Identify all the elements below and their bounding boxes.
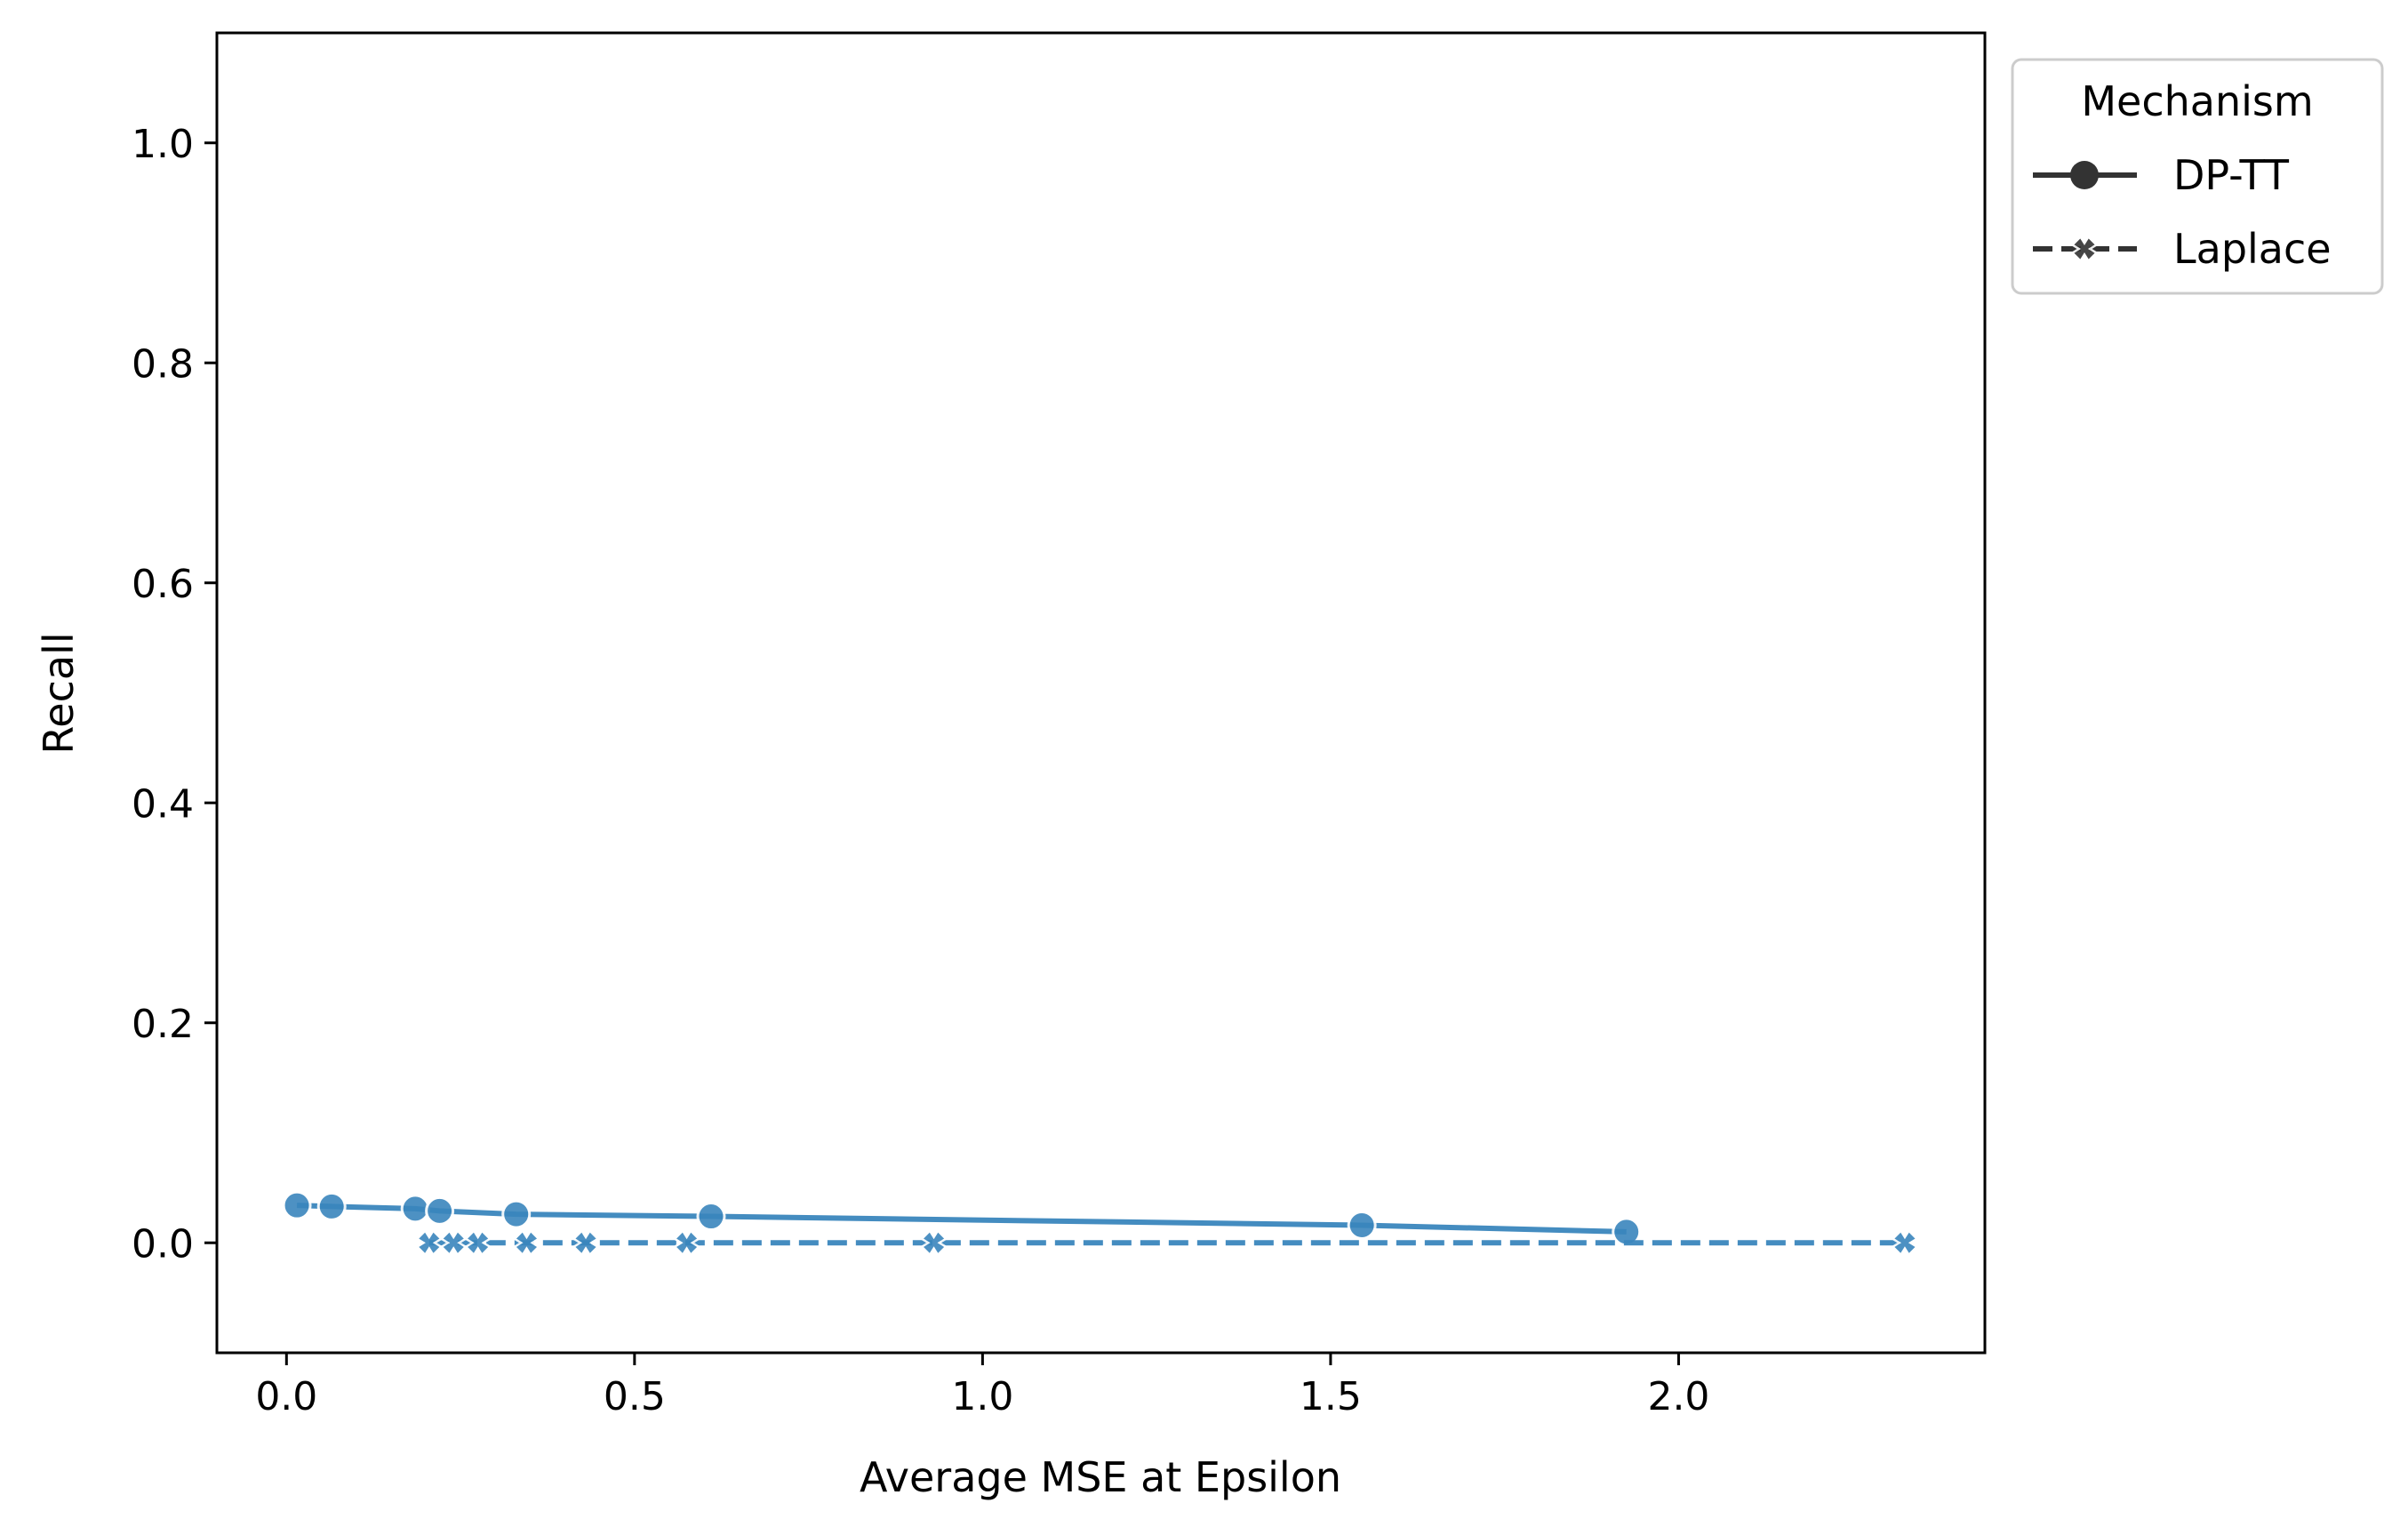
x-axis-label: Average MSE at Epsilon [860,1453,1341,1501]
data-point [464,1228,492,1257]
legend-item: Laplace [2033,225,2332,273]
data-point [316,1191,347,1221]
legend-marker [2070,235,2099,263]
data-point [512,1228,540,1257]
legend-box [2011,58,2384,295]
series-dp-tt [282,1190,1642,1247]
data-point [1891,1228,1919,1257]
x-tick-label: 0.5 [604,1374,666,1419]
legend-item: DP-TT [2033,151,2290,199]
series-laplace [415,1228,1919,1257]
data-point [673,1228,701,1257]
y-tick-label: 0.6 [132,562,194,607]
y-axis-ticks: 0.0 0.2 0.4 0.6 0.8 1.0 [132,122,217,1267]
data-point [572,1228,600,1257]
y-tick-label: 0.2 [132,1002,194,1047]
data-point [282,1190,312,1220]
x-tick-label: 0.0 [255,1374,317,1419]
y-tick-label: 0.8 [132,341,194,387]
data-point [425,1195,455,1226]
plot-area [217,33,1985,1353]
legend-title: Mechanism [2081,77,2313,125]
legend: Mechanism DP-TT Laplace [2011,58,2384,295]
x-axis-ticks: 0.0 0.5 1.0 1.5 2.0 [255,1353,1709,1419]
data-point [920,1228,948,1257]
data-point [501,1199,532,1229]
x-tick-label: 1.0 [951,1374,1013,1419]
y-axis-label: Recall [35,632,83,754]
y-tick-label: 1.0 [132,122,194,167]
series-layer [282,1190,1919,1257]
legend-marker [2070,161,2099,189]
data-point [400,1194,430,1224]
y-tick-label: 0.4 [132,781,194,827]
data-point [1347,1210,1377,1240]
legend-label: DP-TT [2173,151,2290,199]
y-tick-label: 0.0 [132,1221,194,1267]
legend-label: Laplace [2173,225,2332,273]
x-tick-label: 2.0 [1647,1374,1709,1419]
plot-frame [215,31,1987,1355]
data-point [696,1202,726,1232]
x-tick-label: 1.5 [1300,1374,1362,1419]
